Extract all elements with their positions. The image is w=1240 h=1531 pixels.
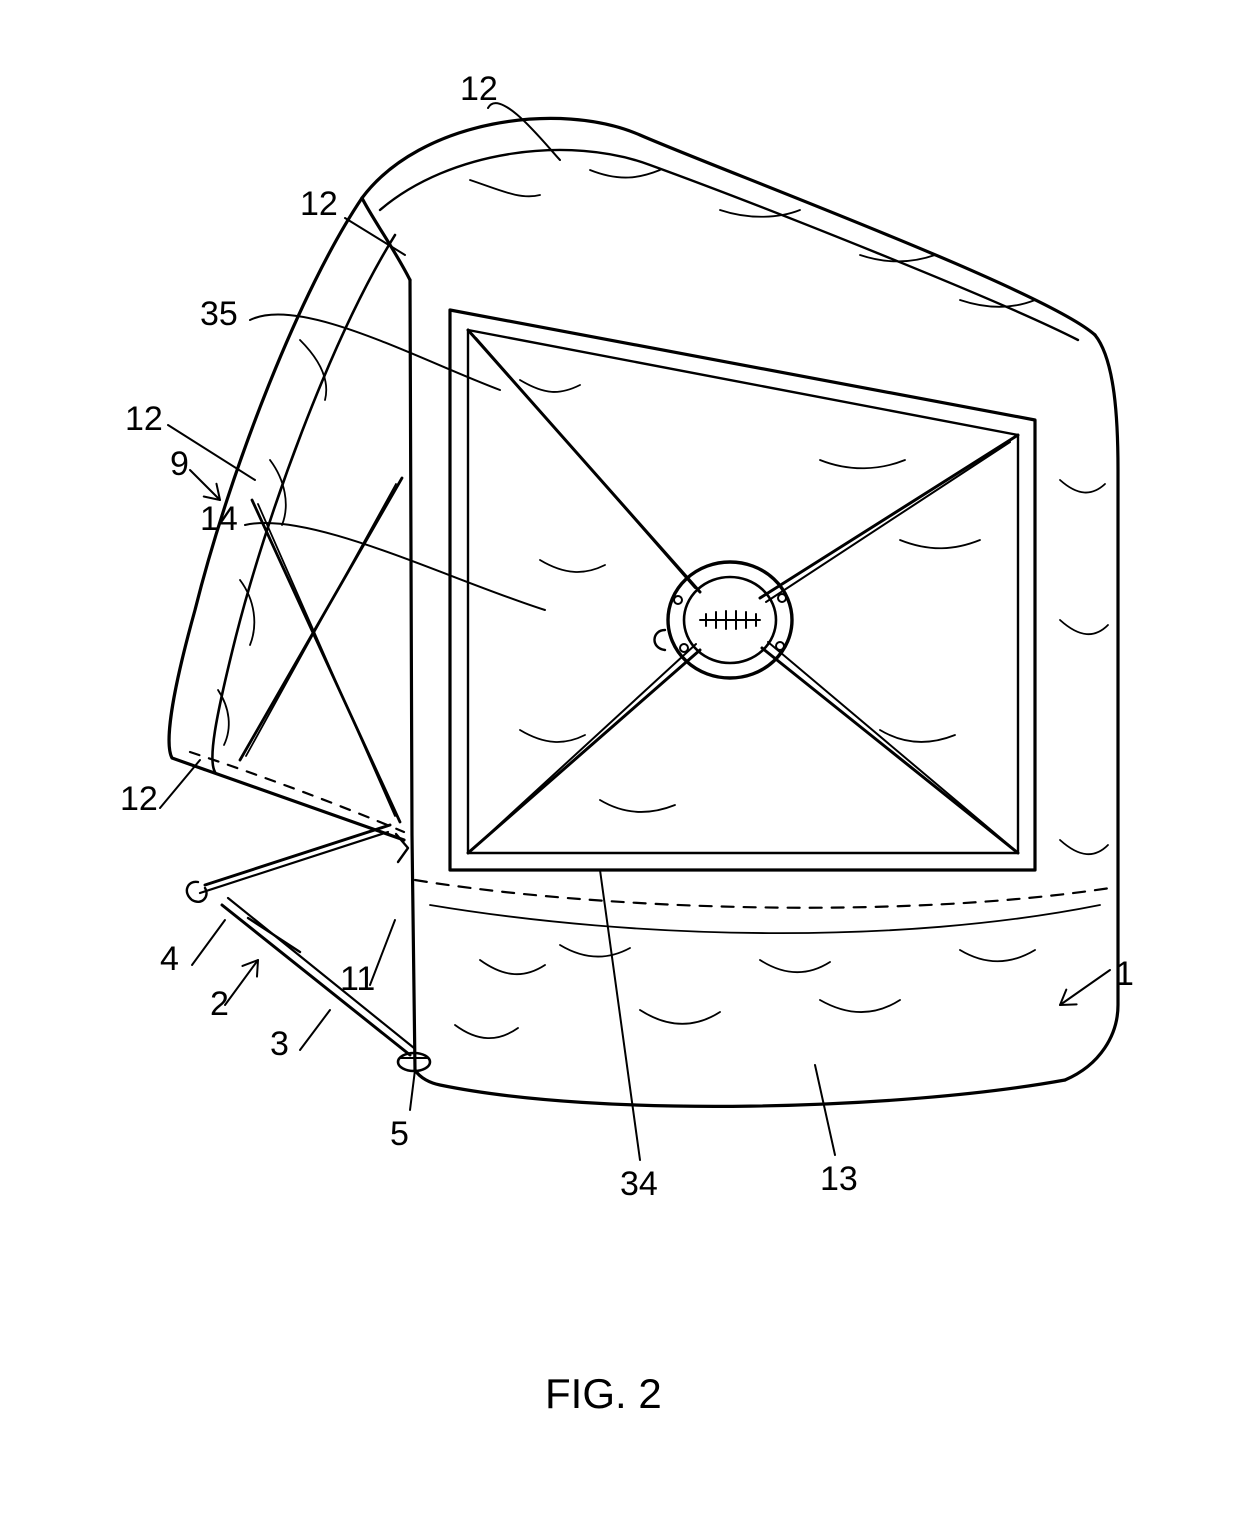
ref-label-9: 9 [170, 445, 189, 484]
ref-label-34: 34 [620, 1165, 658, 1204]
figure-stage: 121235129141242311534131 FIG. 2 [0, 0, 1240, 1531]
ref-label-12d: 12 [120, 780, 158, 819]
ref-label-11: 11 [340, 960, 375, 999]
ref-label-12a: 12 [460, 70, 498, 109]
ref-label-13: 13 [820, 1160, 858, 1199]
ref-label-5: 5 [390, 1115, 409, 1154]
ref-label-3: 3 [270, 1025, 289, 1064]
ref-label-35: 35 [200, 295, 238, 334]
figure-caption: FIG. 2 [545, 1370, 662, 1418]
ref-label-2: 2 [210, 985, 229, 1024]
ref-label-12c: 12 [125, 400, 163, 439]
patent-figure-drawing [0, 0, 1240, 1531]
figure-caption-text: FIG. 2 [545, 1370, 662, 1417]
ref-label-4: 4 [160, 940, 179, 979]
ref-label-1: 1 [1115, 955, 1134, 994]
ref-label-12b: 12 [300, 185, 338, 224]
ref-label-14: 14 [200, 500, 238, 539]
